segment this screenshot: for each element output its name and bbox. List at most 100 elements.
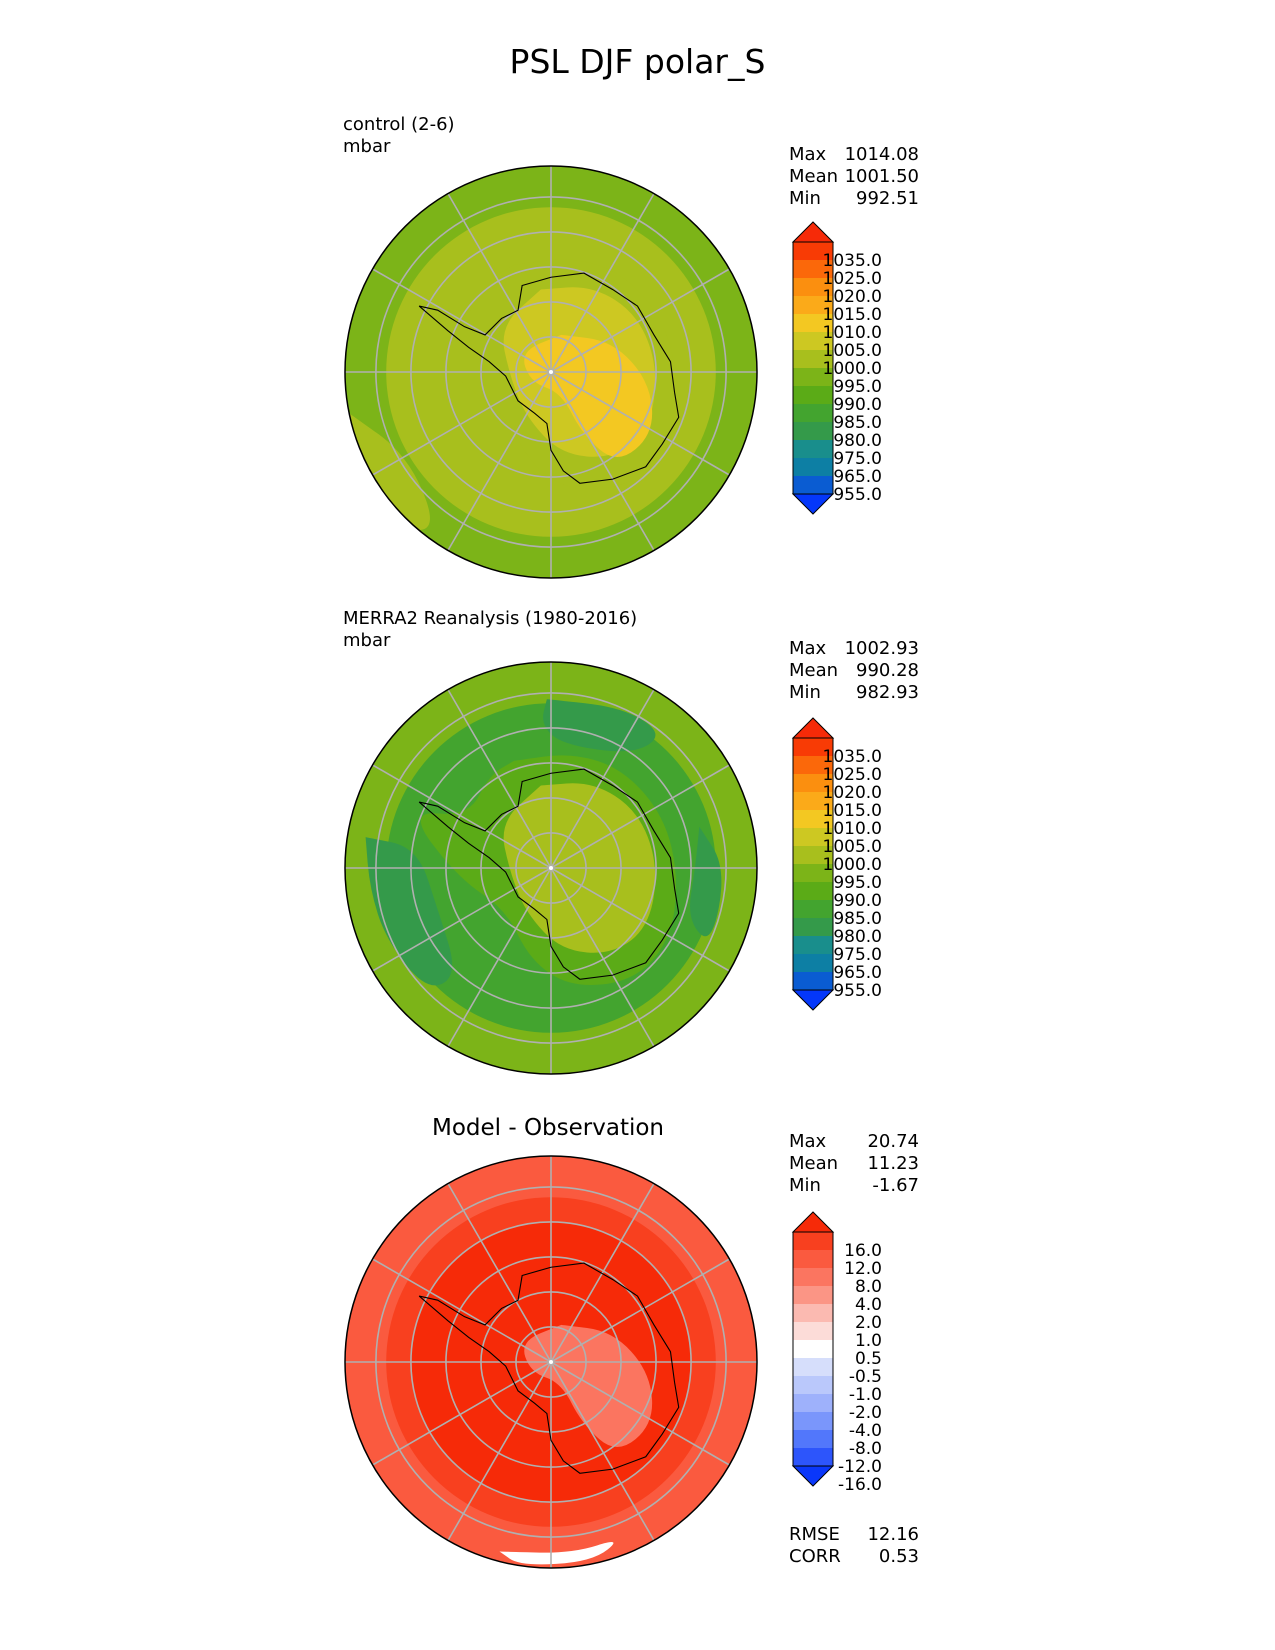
stat-rmse: RMSE 12.16 <box>789 1524 919 1545</box>
colorbar-tick-label: -16.0 <box>838 1475 882 1495</box>
colorbar-tick-label: 990.0 <box>833 891 882 911</box>
colorbar-tick-label: 1035.0 <box>823 747 882 767</box>
colorbar-segment <box>793 846 833 864</box>
colorbar-segment <box>793 864 833 882</box>
colorbar-segment <box>793 738 833 756</box>
pole-marker <box>549 866 553 870</box>
colorbar-tick-label: 12.0 <box>844 1259 882 1279</box>
colorbar-segment <box>793 404 833 422</box>
colorbar-segment <box>793 260 833 278</box>
colorbar-tick-label: 1025.0 <box>823 269 882 289</box>
colorbar-tick-label: 955.0 <box>833 485 882 505</box>
field-atlantic-edge <box>499 1542 614 1565</box>
colorbar-tick-label: 1010.0 <box>823 819 882 839</box>
colorbar-tick-label: 975.0 <box>833 449 882 469</box>
colorbar-tick-label: 1010.0 <box>823 323 882 343</box>
colorbar-segment <box>793 774 833 792</box>
panel-1-units: mbar <box>343 136 391 157</box>
colorbar-tick-label: 985.0 <box>833 909 882 929</box>
colorbar-segment <box>793 1340 833 1358</box>
colorbar-segment <box>793 1430 833 1448</box>
colorbar-segment <box>793 810 833 828</box>
colorbar-tick-label: 995.0 <box>833 377 882 397</box>
colorbar-tick-label: -8.0 <box>849 1439 882 1459</box>
panel-3-title: Model - Observation <box>431 1115 665 1141</box>
colorbar-tick-label: 965.0 <box>833 467 882 487</box>
field-trough-patch <box>543 699 656 752</box>
meridian-line <box>372 1361 552 1466</box>
panel-2-title: MERRA2 Reanalysis (1980-2016) <box>343 608 638 629</box>
colorbar-segment <box>793 1286 833 1304</box>
stat-min: Min 982.93 <box>789 682 919 703</box>
colorbar-tick-label: 985.0 <box>833 413 882 433</box>
colorbar-tick-label: 990.0 <box>833 395 882 415</box>
meridian-line <box>447 689 552 869</box>
colorbar-extend-min <box>791 989 835 1011</box>
stat-max: Max 1014.08 <box>789 144 919 165</box>
colorbar-tick-label: 1005.0 <box>823 341 882 361</box>
colorbar-tick-label: 975.0 <box>833 945 882 965</box>
meridian-line <box>550 689 655 869</box>
panel-1-label: control (2-6) mbar <box>343 114 455 158</box>
colorbar-segment <box>793 972 833 990</box>
meridian-line <box>447 1183 552 1363</box>
colorbar-tick-label: -0.5 <box>849 1367 882 1387</box>
colorbar-panel-1: 1035.01025.01020.01015.01010.01005.01000… <box>791 221 882 515</box>
stat-mean: Mean 11.23 <box>789 1153 919 1174</box>
colorbar-tick-label: 1015.0 <box>823 305 882 325</box>
colorbar-extend-max <box>791 221 835 243</box>
panel-2-units: mbar <box>343 630 391 651</box>
colorbar-tick-label: 1035.0 <box>823 251 882 271</box>
meridian-line <box>550 1361 730 1466</box>
meridian-line <box>550 867 655 1047</box>
meridian-line <box>372 268 552 373</box>
meridian-line <box>372 867 552 972</box>
page-title: PSL DJF polar_S <box>509 42 766 81</box>
colorbar-segment <box>793 1304 833 1322</box>
stat-max: Max 1002.93 <box>789 638 919 659</box>
panel-2-stats: Max 1002.93 Mean 990.28 Min 982.93 <box>789 638 919 704</box>
meridian-line <box>550 867 730 972</box>
colorbar-segment <box>793 1412 833 1430</box>
panel-3-metrics: RMSE 12.16 CORR 0.53 <box>789 1524 919 1568</box>
colorbar-segment <box>793 900 833 918</box>
colorbar-segment <box>793 386 833 404</box>
colorbar-segment <box>793 1358 833 1376</box>
colorbar-extend-min <box>791 1465 835 1487</box>
colorbar-extend-min <box>791 493 835 515</box>
colorbar-tick-label: 8.0 <box>855 1277 882 1297</box>
colorbar-tick-label: 1000.0 <box>823 855 882 875</box>
colorbar-segment <box>793 954 833 972</box>
colorbar-segment <box>793 1376 833 1394</box>
colorbar-tick-label: 965.0 <box>833 963 882 983</box>
panel-3-stats: Max 20.74 Mean 11.23 Min -1.67 <box>789 1131 919 1197</box>
meridian-line <box>550 1258 730 1363</box>
colorbar-segment <box>793 278 833 296</box>
meridian-line <box>447 1361 552 1541</box>
colorbar-segment <box>793 440 833 458</box>
colorbar-segment <box>793 756 833 774</box>
colorbar-tick-label: 980.0 <box>833 431 882 451</box>
colorbar-segment <box>793 918 833 936</box>
colorbar-tick-label: -2.0 <box>849 1403 882 1423</box>
pole-marker <box>549 1360 553 1364</box>
colorbar-frame <box>792 737 834 991</box>
antarctica-coastline <box>418 272 680 484</box>
colorbar-segment <box>793 828 833 846</box>
map-boundary <box>344 165 758 579</box>
colorbar-tick-label: 1020.0 <box>823 783 882 803</box>
colorbar-frame <box>792 241 834 495</box>
colorbar-tick-label: 1000.0 <box>823 359 882 379</box>
stat-min: Min 992.51 <box>789 188 919 209</box>
colorbar-tick-label: 2.0 <box>855 1313 882 1333</box>
meridian-line <box>447 867 552 1047</box>
colorbar-panel-2: 1035.01025.01020.01015.01010.01005.01000… <box>791 717 882 1011</box>
colorbar-segment <box>793 1322 833 1340</box>
colorbar-segment <box>793 332 833 350</box>
colorbar-tick-label: 16.0 <box>844 1241 882 1261</box>
map-boundary <box>344 1155 758 1569</box>
colorbar-segment <box>793 476 833 494</box>
graticule <box>345 1156 757 1568</box>
meridian-line <box>372 764 552 869</box>
